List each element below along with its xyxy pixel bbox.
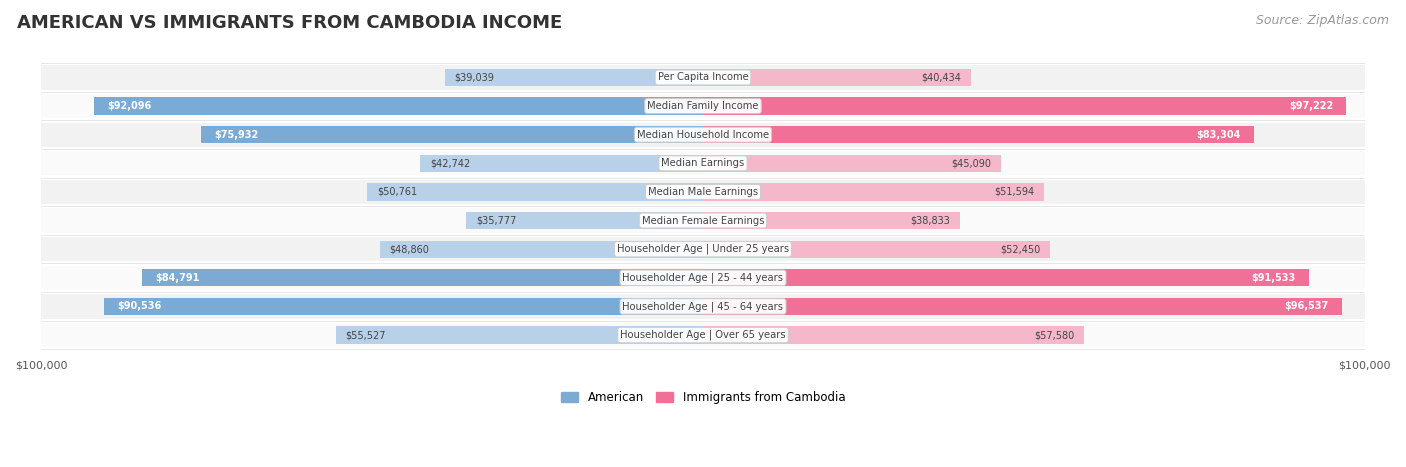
Text: $91,533: $91,533 — [1251, 273, 1295, 283]
Bar — [703, 69, 970, 86]
Bar — [41, 151, 1365, 176]
Text: Median Family Income: Median Family Income — [647, 101, 759, 111]
Text: $35,777: $35,777 — [477, 216, 516, 226]
Text: $51,594: $51,594 — [994, 187, 1035, 197]
Text: $75,932: $75,932 — [214, 130, 259, 140]
Text: Per Capita Income: Per Capita Income — [658, 72, 748, 83]
Bar — [142, 269, 703, 286]
Bar — [703, 269, 1309, 286]
Bar — [420, 155, 703, 172]
Text: $40,434: $40,434 — [921, 72, 960, 83]
Bar — [703, 155, 1001, 172]
Bar — [41, 94, 1365, 118]
Text: Householder Age | Under 25 years: Householder Age | Under 25 years — [617, 244, 789, 255]
Text: Median Male Earnings: Median Male Earnings — [648, 187, 758, 197]
Text: $90,536: $90,536 — [117, 301, 162, 311]
Text: $96,537: $96,537 — [1284, 301, 1329, 311]
Text: $42,742: $42,742 — [430, 158, 471, 168]
Text: $39,039: $39,039 — [454, 72, 495, 83]
Bar — [41, 122, 1365, 147]
Bar — [703, 98, 1347, 115]
Bar — [467, 212, 703, 229]
Legend: American, Immigrants from Cambodia: American, Immigrants from Cambodia — [555, 386, 851, 409]
Text: $50,761: $50,761 — [377, 187, 418, 197]
Text: $83,304: $83,304 — [1197, 130, 1241, 140]
Bar — [41, 237, 1365, 262]
Text: $55,527: $55,527 — [346, 330, 387, 340]
Bar — [380, 241, 703, 258]
Text: Median Earnings: Median Earnings — [661, 158, 745, 168]
Text: $97,222: $97,222 — [1289, 101, 1333, 111]
Bar — [94, 98, 703, 115]
Bar — [41, 323, 1365, 347]
Bar — [367, 184, 703, 200]
Text: $38,833: $38,833 — [910, 216, 950, 226]
Bar — [201, 126, 703, 143]
Text: $57,580: $57,580 — [1033, 330, 1074, 340]
Text: $84,791: $84,791 — [155, 273, 200, 283]
Bar — [41, 208, 1365, 233]
Text: $48,860: $48,860 — [389, 244, 429, 254]
Bar — [703, 184, 1045, 200]
Bar — [703, 241, 1050, 258]
Bar — [703, 298, 1341, 315]
Text: Source: ZipAtlas.com: Source: ZipAtlas.com — [1256, 14, 1389, 27]
Bar — [703, 212, 960, 229]
Text: AMERICAN VS IMMIGRANTS FROM CAMBODIA INCOME: AMERICAN VS IMMIGRANTS FROM CAMBODIA INC… — [17, 14, 562, 32]
Bar — [703, 126, 1254, 143]
Text: $52,450: $52,450 — [1000, 244, 1040, 254]
Text: $92,096: $92,096 — [107, 101, 150, 111]
Text: Median Female Earnings: Median Female Earnings — [641, 216, 765, 226]
Text: Median Household Income: Median Household Income — [637, 130, 769, 140]
Bar — [41, 180, 1365, 204]
Bar — [104, 298, 703, 315]
Bar — [41, 65, 1365, 90]
Text: $45,090: $45,090 — [952, 158, 991, 168]
Bar — [41, 266, 1365, 290]
Bar — [336, 326, 703, 344]
Bar — [41, 294, 1365, 318]
Bar — [703, 326, 1084, 344]
Text: Householder Age | 25 - 44 years: Householder Age | 25 - 44 years — [623, 273, 783, 283]
Text: Householder Age | 45 - 64 years: Householder Age | 45 - 64 years — [623, 301, 783, 311]
Bar — [444, 69, 703, 86]
Text: Householder Age | Over 65 years: Householder Age | Over 65 years — [620, 330, 786, 340]
